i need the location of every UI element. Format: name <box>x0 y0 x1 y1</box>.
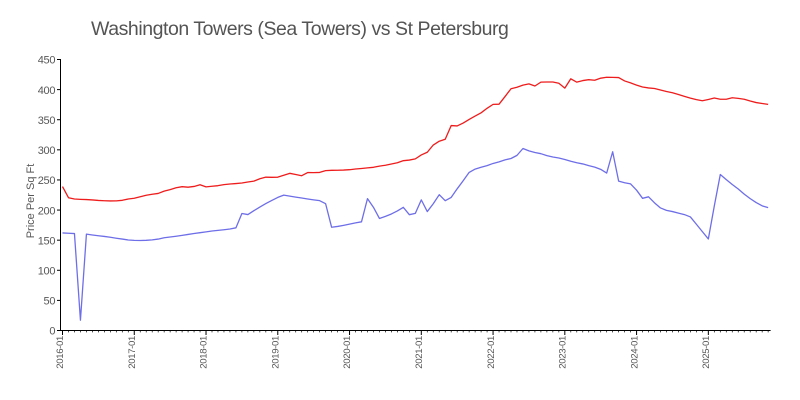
svg-text:100: 100 <box>38 265 56 277</box>
svg-text:2025-01: 2025-01 <box>701 336 712 369</box>
svg-text:2021-01: 2021-01 <box>414 336 425 369</box>
svg-text:450: 450 <box>38 55 56 67</box>
svg-text:350: 350 <box>38 115 56 127</box>
svg-text:Washington Towers (Sea Towers): Washington Towers (Sea Towers) vs St Pet… <box>91 18 508 40</box>
svg-text:2017-01: 2017-01 <box>127 336 138 369</box>
svg-text:2016-01: 2016-01 <box>55 336 66 369</box>
svg-text:200: 200 <box>38 205 56 217</box>
svg-text:2018-01: 2018-01 <box>199 336 210 369</box>
svg-text:400: 400 <box>38 85 56 97</box>
svg-text:2019-01: 2019-01 <box>270 336 281 369</box>
svg-text:0: 0 <box>49 326 55 338</box>
svg-text:2024-01: 2024-01 <box>629 336 640 369</box>
svg-text:2023-01: 2023-01 <box>558 336 569 369</box>
svg-text:250: 250 <box>38 175 56 187</box>
svg-text:2022-01: 2022-01 <box>486 336 497 369</box>
svg-text:50: 50 <box>44 296 56 308</box>
svg-text:2020-01: 2020-01 <box>342 336 353 369</box>
svg-text:Price Per Sq Ft: Price Per Sq Ft <box>25 164 37 239</box>
svg-text:150: 150 <box>38 235 56 247</box>
svg-text:300: 300 <box>38 145 56 157</box>
